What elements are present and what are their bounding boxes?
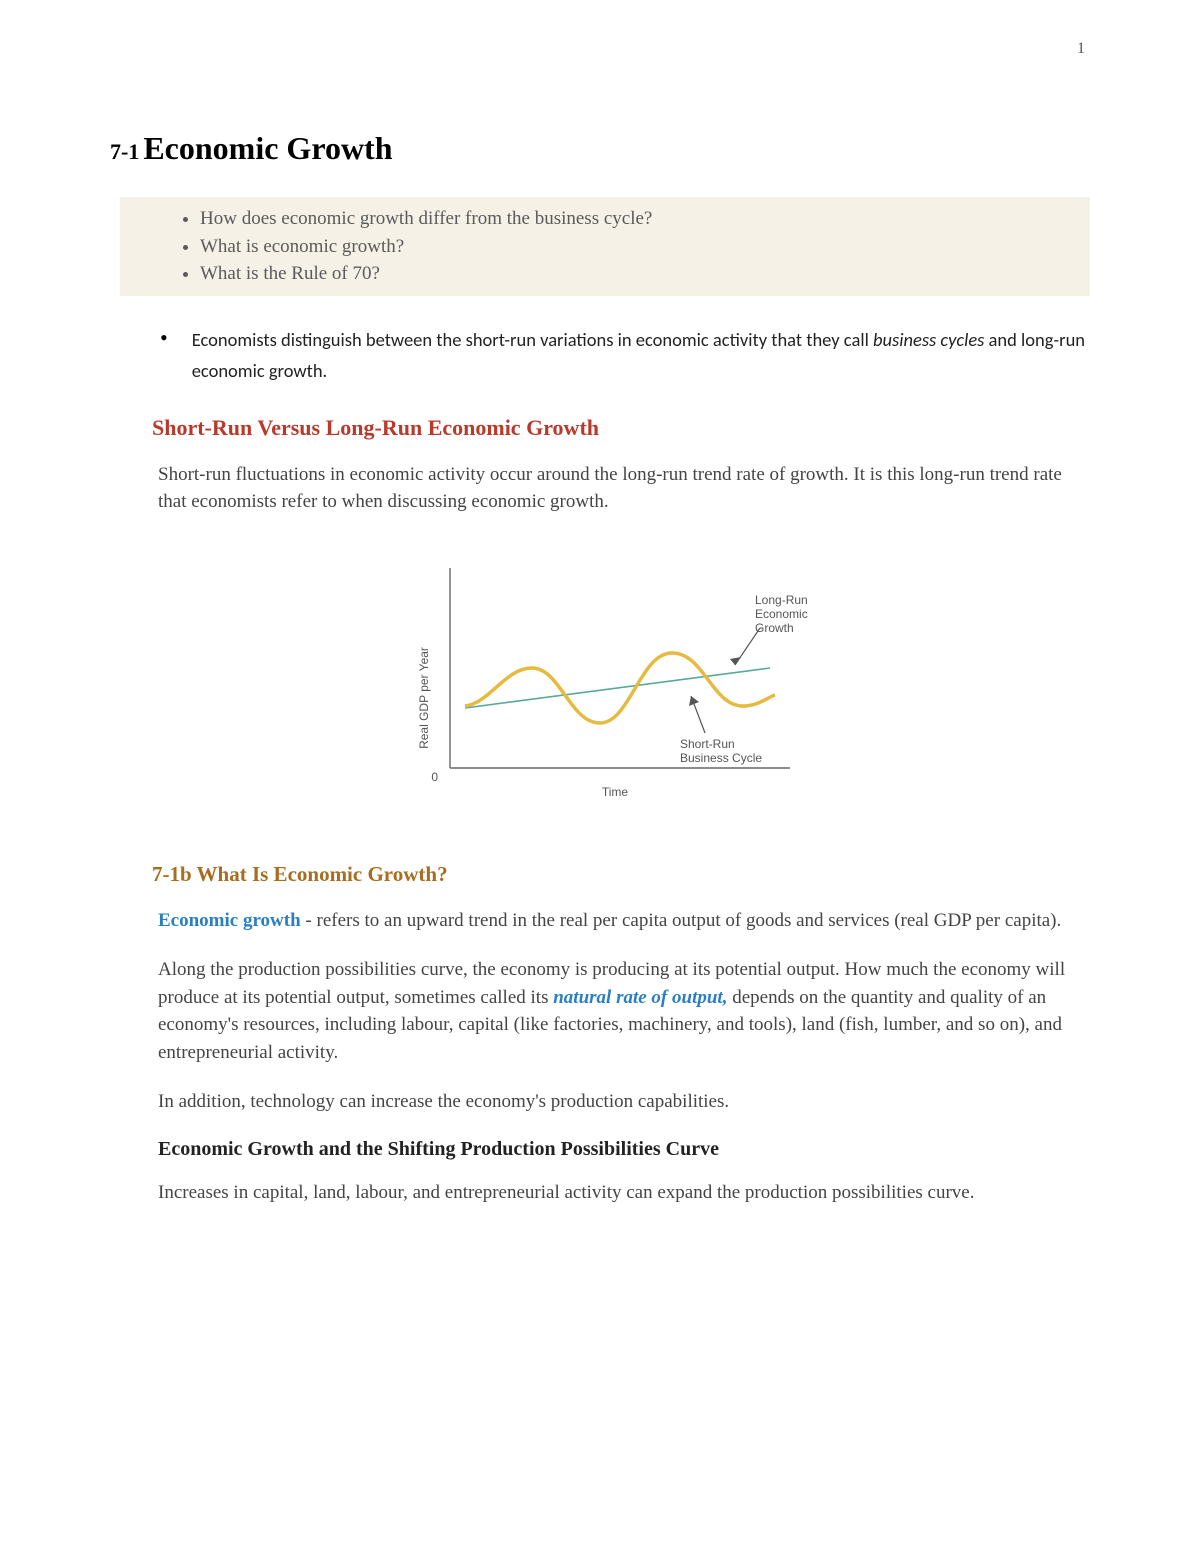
svg-text:Business Cycle: Business Cycle: [680, 751, 762, 765]
subheading-what-is-growth: 7-1b What Is Economic Growth?: [152, 862, 1090, 887]
para-technology: In addition, technology can increase the…: [158, 1088, 1070, 1116]
term-natural-rate: natural rate of output,: [553, 987, 727, 1008]
bullet-icon: •: [160, 327, 168, 349]
subheading-short-vs-long: Short-Run Versus Long-Run Economic Growt…: [152, 415, 1090, 441]
para-shortrun: Short-run fluctuations in economic activ…: [158, 461, 1070, 516]
growth-chart: 0 Long-Run Economic Growth Short-Run Bus…: [360, 538, 840, 828]
svg-text:Time: Time: [602, 785, 629, 799]
svg-text:Short-Run: Short-Run: [680, 737, 735, 751]
subheading-shifting-ppc: Economic Growth and the Shifting Product…: [158, 1138, 1090, 1161]
heading-title: Economic Growth: [143, 130, 392, 166]
para-economic-growth-def: Economic growth - refers to an upward tr…: [158, 907, 1070, 935]
svg-text:0: 0: [431, 770, 438, 784]
question-item: How does economic growth differ from the…: [200, 205, 1070, 233]
page-number: 1: [1077, 40, 1085, 58]
question-item: What is the Rule of 70?: [200, 260, 1070, 288]
distinguish-pre: Economists distinguish between the short…: [192, 328, 873, 351]
main-heading: 7-1 Economic Growth: [110, 130, 1090, 167]
svg-text:Real GDP per Year: Real GDP per Year: [417, 647, 431, 749]
svg-text:Long-Run: Long-Run: [755, 593, 808, 607]
term-economic-growth-rest: - refers to an upward trend in the real …: [301, 910, 1062, 931]
distinguish-bullet: • Economists distinguish between the sho…: [160, 324, 1090, 387]
svg-text:Growth: Growth: [755, 621, 794, 635]
term-economic-growth: Economic growth: [158, 910, 301, 931]
para-increases: Increases in capital, land, labour, and …: [158, 1179, 1070, 1207]
heading-prefix: 7-1: [110, 139, 139, 164]
distinguish-italic: business cycles: [873, 328, 984, 351]
question-box: How does economic growth differ from the…: [120, 197, 1090, 296]
question-item: What is economic growth?: [200, 233, 1070, 261]
para-ppc: Along the production possibilities curve…: [158, 956, 1070, 1066]
svg-text:Economic: Economic: [755, 607, 808, 621]
